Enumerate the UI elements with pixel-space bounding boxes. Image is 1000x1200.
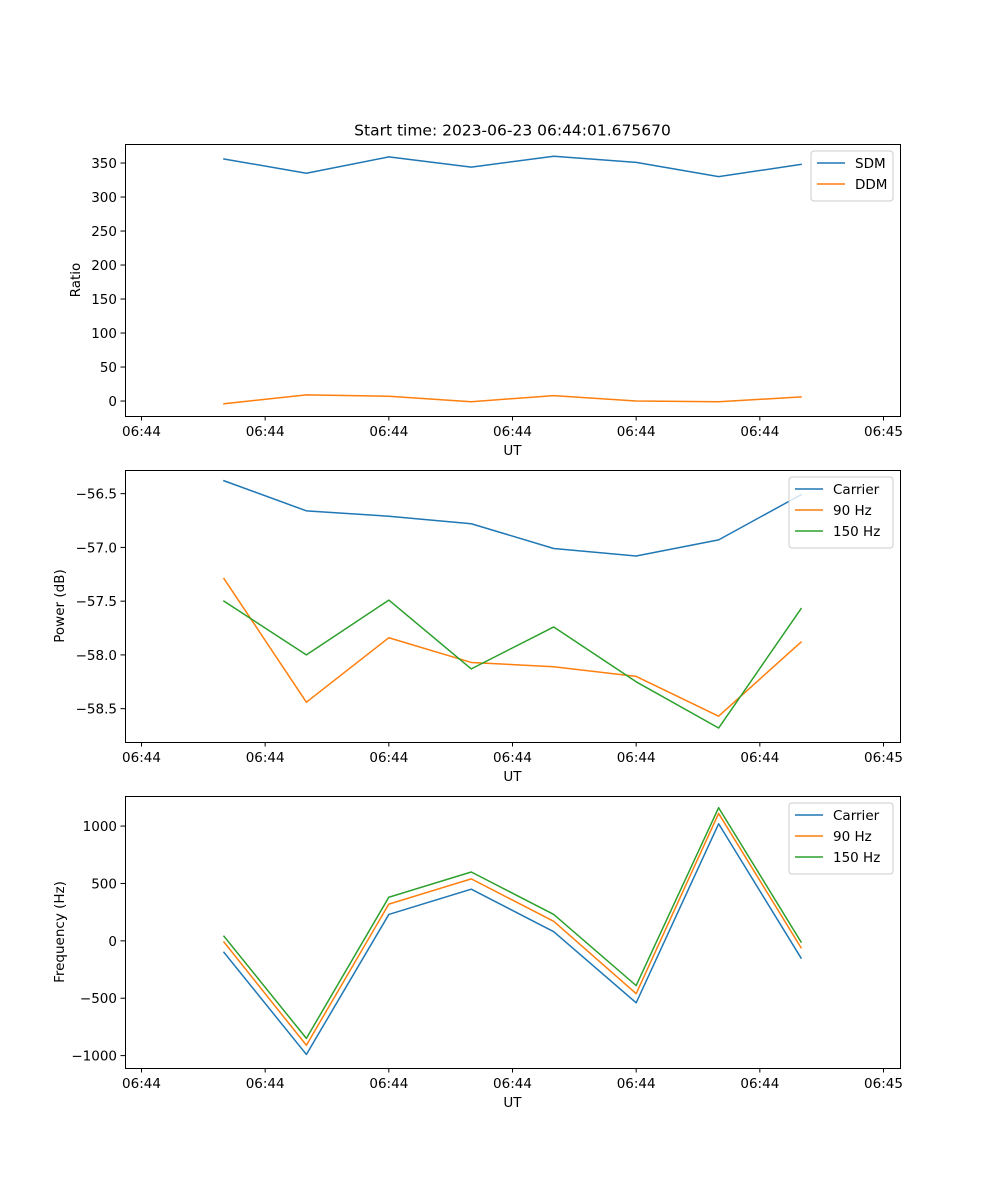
y-tick-label: 150: [91, 292, 117, 308]
x-tick-label: 06:45: [864, 424, 903, 440]
y-axis-label: Frequency (Hz): [52, 881, 68, 983]
legend-label: 150 Hz: [833, 850, 880, 866]
y-tick-label: 250: [91, 224, 117, 240]
series-line-90-hz: [222, 577, 803, 717]
x-tick-label: 06:44: [246, 1076, 285, 1092]
subplots: 06:44 06:44 06:44 06:44 06:44 06:44 06:45 0 50 10…: [52, 144, 903, 1111]
legend: Carrier 90 Hz 150 Hz: [788, 476, 894, 549]
x-axis-label: UT: [503, 769, 522, 785]
x-tick-label: 06:44: [740, 424, 779, 440]
x-tick-label: 06:44: [740, 1076, 779, 1092]
x-tick-label: 06:44: [246, 750, 285, 766]
x-tick-label: 06:44: [122, 1076, 161, 1092]
x-tick-label: 06:44: [617, 750, 656, 766]
series-line-sdm: [223, 155, 802, 178]
y-tick-label: 0: [108, 394, 117, 410]
series-line-150-hz: [222, 806, 803, 1040]
y-tick-label: −58.0: [76, 648, 117, 664]
series-line-90-hz: [222, 812, 803, 1047]
y-tick-label: −58.5: [76, 702, 117, 718]
y-tick-label: −57.0: [76, 540, 117, 556]
x-axis-label: UT: [503, 443, 522, 459]
y-tick-label: 0: [108, 934, 117, 950]
x-tick-label: 06:44: [617, 1076, 656, 1092]
y-axis-label: Ratio: [68, 263, 84, 298]
x-tick-label: 06:44: [369, 424, 408, 440]
y-tick-label: 500: [91, 876, 117, 892]
x-tick-label: 06:44: [369, 750, 408, 766]
legend-label: 90 Hz: [833, 503, 872, 519]
y-tick-label: 100: [91, 326, 117, 342]
subplot-2: 06:44 06:44 06:44 06:44 06:44 06:44 06:45 −58.5…: [52, 470, 903, 785]
y-tick-label: 50: [100, 360, 117, 376]
x-tick-label: 06:44: [122, 424, 161, 440]
y-tick-label: 300: [91, 190, 117, 206]
legend-label: DDM: [855, 177, 887, 193]
legend-label: Carrier: [833, 808, 880, 824]
x-tick-label: 06:44: [740, 750, 779, 766]
legend: SDM DDM: [810, 150, 894, 202]
legend-label: 90 Hz: [833, 829, 872, 845]
x-tick-label: 06:44: [246, 424, 285, 440]
y-tick-label: 1000: [83, 819, 117, 835]
subplot-3: 06:44 06:44 06:44 06:44 06:44 06:44 06:45 −1000…: [52, 796, 903, 1111]
x-axis-label: UT: [503, 1095, 522, 1111]
y-axis-label: Power (dB): [52, 569, 68, 642]
figure-title: Start time: 2023-06-23 06:44:01.675670: [354, 122, 671, 140]
legend-label: Carrier: [833, 482, 880, 498]
legend: Carrier 90 Hz 150 Hz: [788, 802, 894, 875]
y-tick-label: 200: [91, 258, 117, 274]
y-tick-label: −500: [80, 991, 117, 1007]
x-tick-label: 06:44: [122, 750, 161, 766]
y-tick-label: −57.5: [76, 594, 117, 610]
series-line-carrier: [222, 479, 803, 557]
x-tick-label: 06:44: [493, 424, 532, 440]
series-line-150-hz: [222, 599, 803, 729]
subplot-1: 06:44 06:44 06:44 06:44 06:44 06:44 06:45 0 50 10…: [68, 144, 903, 459]
x-tick-label: 06:44: [617, 424, 656, 440]
x-tick-label: 06:44: [369, 1076, 408, 1092]
series-line-carrier: [222, 823, 803, 1056]
x-tick-label: 06:44: [493, 1076, 532, 1092]
x-tick-label: 06:45: [864, 750, 903, 766]
y-tick-label: −1000: [71, 1049, 117, 1065]
series-line-ddm: [223, 394, 802, 405]
legend-label: 150 Hz: [833, 524, 880, 540]
x-tick-label: 06:44: [493, 750, 532, 766]
y-tick-label: −56.5: [76, 487, 117, 503]
y-tick-label: 350: [91, 156, 117, 172]
legend-label: SDM: [855, 156, 886, 172]
x-tick-label: 06:45: [864, 1076, 903, 1092]
